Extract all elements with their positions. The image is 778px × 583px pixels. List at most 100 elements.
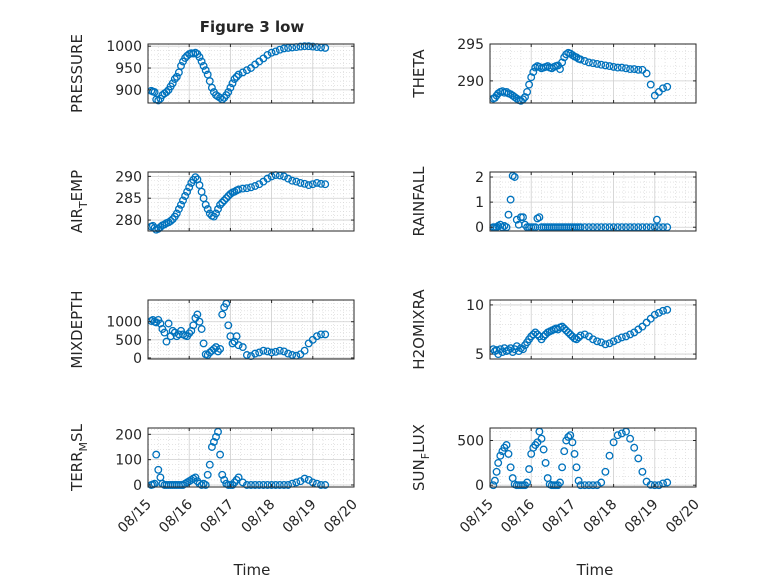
data-point bbox=[304, 181, 313, 190]
data-point bbox=[572, 335, 581, 344]
data-point bbox=[593, 59, 602, 68]
y-axis-label-main: AIR bbox=[68, 208, 86, 233]
data-point bbox=[494, 350, 503, 359]
data-point bbox=[519, 213, 527, 222]
y-tick-label: 0 bbox=[133, 478, 142, 494]
data-point bbox=[304, 42, 313, 51]
data-point bbox=[166, 216, 175, 225]
data-point bbox=[626, 434, 635, 443]
data-point bbox=[181, 192, 190, 200]
data-point bbox=[263, 347, 272, 356]
data-point bbox=[597, 60, 606, 69]
data-point bbox=[185, 183, 194, 192]
data-point bbox=[556, 65, 564, 74]
data-point bbox=[654, 481, 663, 490]
y-axis-label: RAINFALL bbox=[410, 166, 428, 237]
data-point bbox=[321, 180, 330, 189]
data-point bbox=[242, 481, 251, 489]
data-point bbox=[179, 196, 187, 205]
y-axis-label-main: PRESSURE bbox=[68, 34, 86, 113]
data-point bbox=[642, 318, 651, 327]
data-point bbox=[317, 330, 325, 339]
data-point bbox=[224, 321, 233, 330]
data-point bbox=[593, 337, 602, 346]
data-point bbox=[321, 481, 330, 489]
x-tick-label: 08/19 bbox=[622, 497, 662, 537]
data-point bbox=[646, 480, 655, 489]
data-point bbox=[216, 200, 225, 209]
data-point bbox=[193, 310, 202, 319]
data-point bbox=[525, 80, 534, 89]
data-point bbox=[597, 478, 606, 487]
data-point bbox=[570, 449, 579, 458]
axes-box bbox=[489, 43, 697, 104]
data-point bbox=[576, 331, 585, 340]
data-point bbox=[523, 478, 532, 487]
data-point bbox=[234, 473, 243, 482]
data-point bbox=[267, 481, 276, 489]
data-point bbox=[654, 308, 663, 317]
data-point bbox=[284, 349, 293, 358]
data-point bbox=[209, 437, 218, 446]
data-point bbox=[312, 479, 321, 488]
y-tick-label: 1000 bbox=[106, 39, 142, 55]
axes-box bbox=[147, 299, 355, 360]
data-point bbox=[238, 68, 247, 77]
data-point bbox=[300, 346, 309, 355]
data-point bbox=[580, 481, 589, 490]
data-point bbox=[537, 434, 546, 443]
data-point bbox=[218, 198, 227, 207]
data-point bbox=[251, 481, 260, 489]
data-point bbox=[234, 185, 243, 194]
data-point bbox=[317, 179, 325, 188]
y-axis-label-post: EMP bbox=[68, 170, 86, 201]
data-point bbox=[663, 305, 672, 314]
data-point bbox=[613, 63, 622, 72]
data-point bbox=[535, 213, 544, 222]
data-point bbox=[562, 326, 571, 335]
data-point bbox=[234, 341, 243, 350]
data-point bbox=[558, 322, 567, 331]
data-point bbox=[300, 42, 309, 51]
data-point bbox=[564, 328, 573, 337]
data-point bbox=[226, 83, 235, 92]
data-point bbox=[271, 47, 280, 56]
data-point bbox=[212, 343, 220, 352]
axes-box bbox=[489, 427, 697, 488]
data-point bbox=[284, 174, 293, 183]
data-point bbox=[502, 87, 511, 96]
y-tick-label: 100 bbox=[115, 453, 142, 469]
data-point bbox=[589, 481, 597, 490]
data-point bbox=[576, 55, 585, 64]
data-point bbox=[162, 88, 171, 97]
data-point bbox=[580, 57, 589, 65]
data-point bbox=[201, 200, 210, 209]
data-point bbox=[304, 475, 313, 484]
data-point bbox=[207, 83, 216, 92]
data-point bbox=[195, 53, 204, 62]
data-point bbox=[304, 339, 313, 348]
data-point bbox=[212, 432, 220, 441]
data-point bbox=[638, 467, 647, 476]
data-point bbox=[308, 180, 317, 189]
data-point bbox=[238, 184, 247, 193]
data-point bbox=[168, 79, 177, 88]
data-point bbox=[609, 62, 618, 71]
data-point bbox=[638, 322, 647, 331]
data-point bbox=[232, 72, 241, 81]
data-point bbox=[228, 79, 237, 88]
data-point bbox=[663, 82, 672, 91]
data-point bbox=[630, 443, 639, 452]
data-point bbox=[214, 205, 222, 214]
data-point bbox=[255, 348, 264, 357]
subplot-rainfall: 0 1 2 RAINFALL bbox=[410, 166, 697, 237]
axes-box bbox=[489, 299, 697, 360]
data-point bbox=[191, 48, 200, 57]
data-point bbox=[576, 481, 585, 490]
data-point bbox=[203, 470, 212, 479]
data-point bbox=[638, 65, 647, 74]
data-point bbox=[519, 345, 527, 354]
data-point bbox=[308, 42, 317, 51]
data-point bbox=[222, 194, 231, 203]
data-point bbox=[574, 333, 583, 342]
